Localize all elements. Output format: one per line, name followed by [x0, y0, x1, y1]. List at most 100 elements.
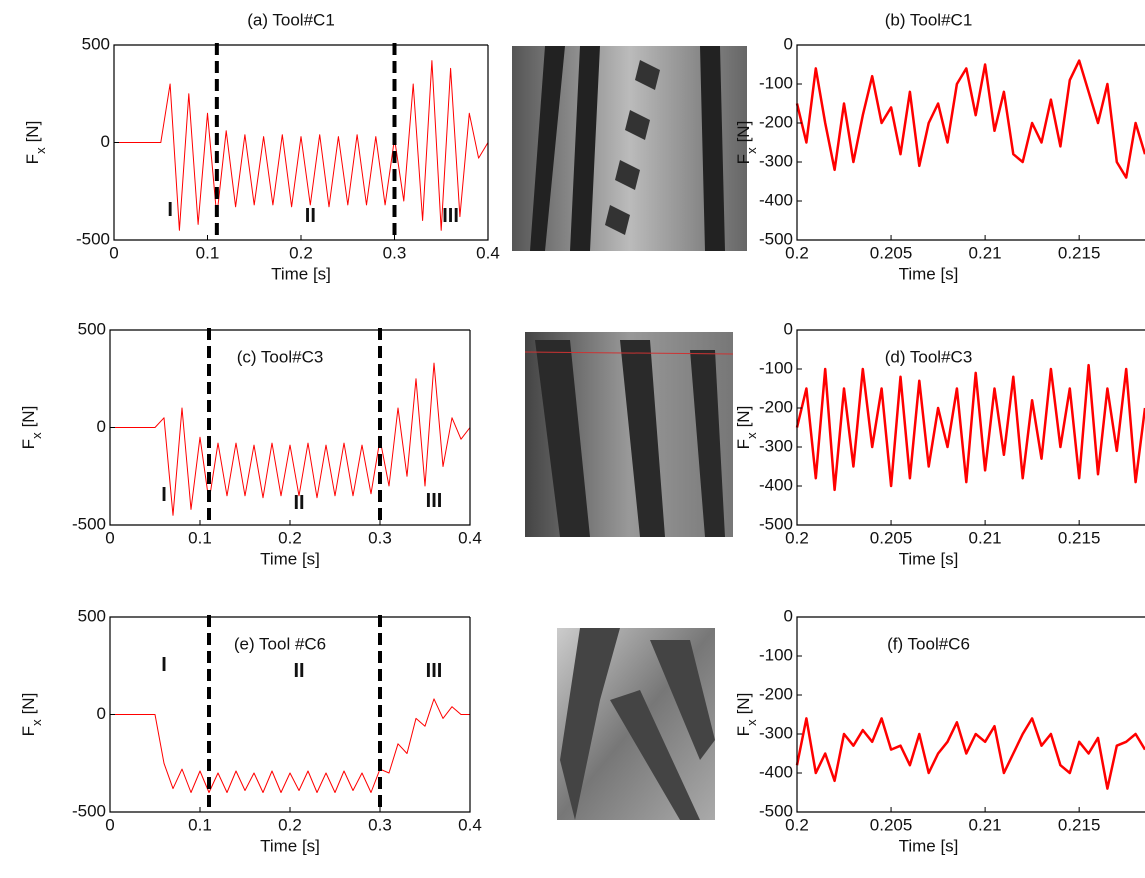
x-tick-label: 0.215 — [1058, 528, 1101, 547]
x-tick-label: 0.1 — [188, 815, 212, 834]
plot-area — [797, 45, 1144, 240]
axis-frame — [796, 44, 1145, 241]
y-axis-label-part: x — [29, 432, 44, 439]
tool-photo — [512, 46, 747, 251]
y-axis-label-part: [N] — [19, 406, 38, 428]
y-tick-label: 500 — [82, 34, 110, 53]
y-tick-label: -400 — [759, 475, 793, 494]
y-tick-label: -200 — [759, 684, 793, 703]
x-axis-label: Time [s] — [260, 549, 320, 568]
y-axis-label-part: [N] — [734, 121, 753, 143]
x-axis-label: Time [s] — [899, 549, 959, 568]
plot: 0.2 0.205 0.21 0.215 -500 -400 -300 -200 -100 0 Ti… — [734, 319, 1145, 568]
x-tick-label: 0.2 — [278, 815, 302, 834]
y-tick-label: 0 — [101, 132, 110, 151]
x-tick-label: 0.2 — [785, 528, 809, 547]
x-axis-label: Time [s] — [899, 264, 959, 283]
signal-line — [110, 698, 470, 793]
tool-photo — [557, 628, 715, 820]
chart-title: (e) Tool #C6 — [234, 634, 326, 653]
x-tick-label: 0.3 — [383, 243, 407, 262]
y-axis-label-part: [N] — [23, 121, 42, 143]
plot: 0.2 0.205 0.21 0.215 -500 -400 -300 -200 -100 0 Ti… — [734, 606, 1145, 855]
x-tick-label: 0.4 — [458, 815, 482, 834]
y-axis-label: Fx [N] — [734, 121, 758, 165]
x-axis-label: Time [s] — [899, 836, 959, 855]
x-tick-label: 0.215 — [1058, 243, 1101, 262]
y-tick-label: 0 — [784, 606, 793, 625]
x-tick-label: 0.1 — [188, 528, 212, 547]
x-tick-label: 0.205 — [870, 815, 913, 834]
chart-title: (f) Tool#C6 — [887, 634, 970, 653]
y-tick-label: -100 — [759, 358, 793, 377]
x-tick-label: 0.205 — [870, 528, 913, 547]
phase-label: II — [305, 205, 316, 227]
signal-line — [114, 60, 489, 231]
y-axis-label: Fx [N] — [19, 693, 43, 737]
y-axis-label: Fx [N] — [23, 121, 47, 165]
y-axis-label-part: [N] — [734, 406, 753, 428]
y-tick-label: -500 — [76, 229, 110, 248]
x-tick-label: 0.215 — [1058, 815, 1101, 834]
chart-title: (b) Tool#C1 — [885, 10, 973, 29]
y-axis-label-part: F — [23, 154, 42, 164]
y-tick-label: -500 — [759, 229, 793, 248]
y-axis-label-part: x — [744, 147, 759, 154]
x-axis-label: Time [s] — [271, 264, 331, 283]
y-axis-label-part: F — [19, 726, 38, 736]
signal-line — [795, 363, 1145, 492]
x-tick-label: 0 — [105, 815, 114, 834]
axis-frame — [796, 329, 1145, 526]
y-tick-label: -300 — [759, 723, 793, 742]
x-tick-label: 0.4 — [458, 528, 482, 547]
phase-label: III — [426, 490, 443, 512]
x-tick-label: 0.1 — [196, 243, 220, 262]
x-tick-label: 0.2 — [785, 243, 809, 262]
x-tick-label: 0 — [105, 528, 114, 547]
x-axis-label: Time [s] — [260, 836, 320, 855]
y-tick-label: -500 — [72, 514, 106, 533]
y-tick-label: -500 — [759, 514, 793, 533]
y-tick-label: 0 — [97, 417, 106, 436]
y-tick-label: -300 — [759, 151, 793, 170]
y-axis-label-part: [N] — [734, 693, 753, 715]
y-axis-label: Fx [N] — [734, 406, 758, 450]
y-tick-label: -400 — [759, 762, 793, 781]
y-tick-label: 0 — [784, 34, 793, 53]
y-axis-label-part: F — [734, 439, 753, 449]
phase-label: I — [161, 654, 167, 676]
y-axis-label-part: F — [734, 726, 753, 736]
y-axis-label-part: x — [33, 147, 48, 154]
x-tick-label: 0.21 — [969, 528, 1002, 547]
x-tick-label: 0.3 — [368, 528, 392, 547]
x-tick-label: 0 — [109, 243, 118, 262]
signal-line — [795, 717, 1145, 790]
x-tick-label: 0.21 — [969, 243, 1002, 262]
x-tick-label: 0.3 — [368, 815, 392, 834]
x-tick-label: 0.205 — [870, 243, 913, 262]
y-tick-label: -100 — [759, 645, 793, 664]
tool-photo — [524, 332, 734, 537]
plot-area — [797, 617, 1144, 812]
plot-area — [110, 330, 470, 525]
y-tick-label: 0 — [97, 704, 106, 723]
y-tick-label: -500 — [72, 801, 106, 820]
y-axis-label: Fx [N] — [734, 693, 758, 737]
signal-line — [110, 362, 471, 516]
y-tick-label: -500 — [759, 801, 793, 820]
phase-label: II — [293, 660, 304, 682]
y-tick-label: -400 — [759, 190, 793, 209]
y-axis-label: Fx [N] — [19, 406, 43, 450]
y-axis-label-part: F — [19, 439, 38, 449]
phase-label: III — [426, 660, 443, 682]
y-axis-label-part: x — [744, 719, 759, 726]
x-tick-label: 0.21 — [969, 815, 1002, 834]
chart-title: (a) Tool#C1 — [247, 10, 335, 29]
plot: 0.2 0.205 0.21 0.215 -500 -400 -300 -200 -100 0 Ti… — [734, 10, 1145, 283]
plot-area — [114, 45, 488, 240]
x-tick-label: 0.4 — [476, 243, 500, 262]
signal-line — [795, 59, 1145, 179]
